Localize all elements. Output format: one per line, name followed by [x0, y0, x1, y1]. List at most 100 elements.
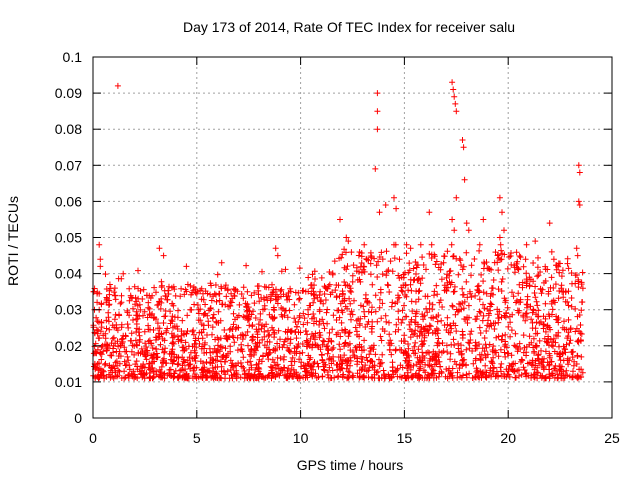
- data-point: [111, 365, 118, 372]
- data-point: [121, 358, 128, 365]
- data-point: [542, 374, 549, 381]
- data-point: [488, 358, 495, 365]
- data-point: [424, 327, 431, 334]
- data-point: [464, 294, 471, 301]
- data-point: [378, 337, 385, 344]
- data-point: [447, 329, 454, 336]
- data-point: [174, 326, 181, 332]
- data-point: [268, 293, 274, 300]
- data-point: [315, 363, 322, 370]
- data-point: [213, 318, 220, 325]
- data-point: [384, 268, 390, 275]
- data-point: [280, 291, 287, 298]
- data-point: [347, 311, 354, 318]
- data-point: [419, 353, 426, 360]
- data-point: [199, 343, 206, 350]
- data-point: [388, 303, 395, 310]
- data-point: [453, 328, 460, 335]
- data-point: [354, 361, 361, 368]
- data-point: [370, 346, 377, 353]
- data-point: [258, 294, 265, 301]
- data-point: [498, 360, 505, 367]
- data-point: [389, 364, 396, 371]
- data-point: [132, 361, 139, 368]
- data-point: [227, 348, 234, 355]
- data-point: [104, 345, 111, 352]
- data-point: [552, 339, 559, 346]
- data-point: [515, 290, 522, 297]
- data-point: [578, 331, 585, 337]
- data-point: [263, 321, 270, 328]
- data-point: [499, 332, 506, 339]
- data-point: [259, 268, 265, 275]
- data-point: [347, 357, 354, 364]
- data-point: [175, 336, 182, 343]
- data-point: [174, 333, 181, 340]
- data-point: [557, 363, 564, 370]
- data-point: [356, 249, 363, 255]
- data-point: [287, 340, 294, 347]
- data-point: [179, 317, 186, 324]
- data-point: [293, 335, 300, 342]
- data-point: [120, 332, 127, 339]
- data-point: [385, 267, 392, 274]
- data-point: [430, 315, 437, 322]
- data-point: [284, 314, 291, 321]
- data-point: [169, 346, 176, 353]
- data-point: [272, 366, 279, 372]
- data-point: [309, 315, 315, 322]
- data-point: [422, 369, 429, 376]
- data-point: [94, 290, 101, 297]
- y-tick-label: 0.04: [55, 266, 82, 282]
- data-point: [150, 327, 157, 333]
- data-point: [209, 365, 216, 371]
- data-point: [467, 331, 474, 338]
- data-point: [172, 292, 179, 299]
- data-point: [563, 367, 570, 374]
- data-point: [458, 342, 464, 349]
- data-point: [578, 307, 585, 314]
- chart-title: Day 173 of 2014, Rate Of TEC Index for r…: [183, 19, 515, 35]
- data-point: [457, 301, 464, 308]
- data-point: [496, 194, 503, 201]
- data-point: [224, 368, 231, 375]
- data-point: [174, 361, 181, 368]
- data-point: [130, 317, 136, 323]
- data-point: [577, 337, 584, 343]
- data-point: [446, 373, 453, 380]
- data-point: [415, 275, 422, 282]
- data-point: [282, 372, 289, 379]
- data-point: [520, 313, 527, 320]
- data-point: [412, 259, 419, 265]
- data-point: [286, 296, 293, 303]
- data-point: [151, 284, 158, 291]
- data-point: [545, 362, 552, 369]
- data-point: [532, 358, 539, 364]
- data-point: [465, 302, 472, 309]
- data-point: [180, 356, 187, 363]
- data-point: [108, 340, 115, 347]
- data-point: [422, 293, 429, 300]
- data-point: [421, 375, 428, 381]
- data-point: [102, 341, 108, 348]
- data-point: [374, 90, 381, 97]
- data-point: [453, 108, 460, 115]
- data-point: [414, 354, 421, 361]
- data-point: [476, 241, 483, 248]
- data-point: [376, 209, 383, 216]
- data-point: [491, 326, 498, 332]
- data-point: [393, 205, 400, 212]
- data-point: [187, 282, 194, 289]
- data-point: [327, 291, 334, 298]
- data-point: [497, 241, 504, 248]
- data-point: [495, 372, 502, 379]
- data-point: [506, 254, 513, 260]
- data-point: [575, 198, 582, 205]
- data-point: [479, 317, 486, 324]
- data-point: [163, 329, 170, 336]
- data-point: [95, 374, 102, 380]
- data-point: [309, 271, 316, 278]
- data-point: [145, 299, 152, 306]
- data-point: [269, 324, 275, 331]
- data-point: [562, 298, 569, 305]
